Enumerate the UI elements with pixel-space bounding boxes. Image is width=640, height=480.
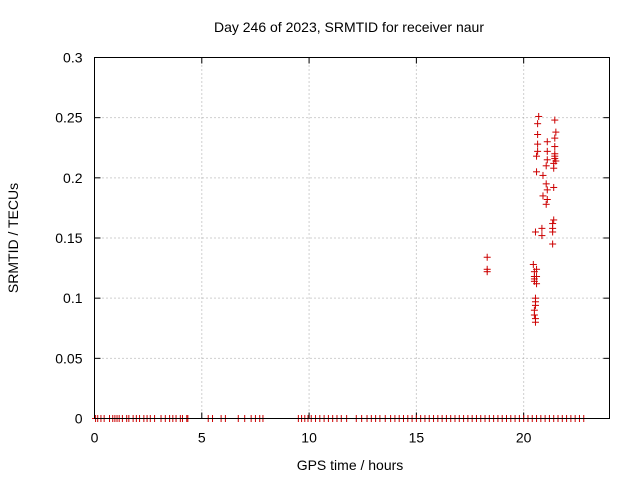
y-tick-label: 0 bbox=[75, 411, 83, 427]
x-axis-label: GPS time / hours bbox=[297, 457, 404, 473]
data-point bbox=[550, 216, 558, 224]
data-points bbox=[92, 112, 588, 422]
y-tick-label: 0.25 bbox=[55, 110, 82, 126]
plot-frame bbox=[94, 57, 610, 419]
data-point bbox=[538, 224, 546, 232]
data-point bbox=[533, 265, 541, 273]
data-point bbox=[550, 183, 558, 191]
data-point bbox=[531, 318, 539, 326]
x-tick-label: 20 bbox=[516, 430, 532, 446]
data-point bbox=[483, 253, 491, 261]
data-point bbox=[534, 131, 542, 139]
data-point bbox=[530, 311, 538, 319]
data-point bbox=[543, 186, 551, 194]
data-point bbox=[538, 232, 546, 240]
x-tick-label: 5 bbox=[198, 430, 206, 446]
x-tick-label: 0 bbox=[91, 430, 99, 446]
data-point bbox=[551, 152, 559, 160]
data-point bbox=[535, 112, 543, 120]
data-point bbox=[533, 273, 541, 281]
data-point bbox=[552, 157, 560, 165]
x-tick-label: 10 bbox=[301, 430, 317, 446]
data-point bbox=[551, 143, 559, 151]
y-tick-label: 0.2 bbox=[63, 170, 83, 186]
y-tick-label: 0.1 bbox=[63, 290, 83, 306]
data-point bbox=[534, 140, 542, 148]
data-point bbox=[539, 192, 547, 200]
y-tick-label: 0.15 bbox=[55, 230, 82, 246]
data-point bbox=[534, 147, 542, 155]
chart-title: Day 246 of 2023, SRMTID for receiver nau… bbox=[214, 19, 484, 35]
data-point bbox=[549, 240, 557, 248]
data-point bbox=[531, 228, 539, 236]
data-point bbox=[549, 220, 557, 228]
data-point bbox=[552, 128, 560, 136]
data-point bbox=[543, 195, 551, 203]
data-point bbox=[543, 156, 551, 164]
data-point bbox=[529, 260, 537, 268]
data-point bbox=[551, 134, 559, 142]
data-point bbox=[542, 162, 550, 170]
grid bbox=[94, 57, 610, 419]
axis-ticks: 0 5 10 15 20 0 0.05 0.1 0.15 0.2 0.25 0.3 bbox=[55, 50, 610, 446]
data-point bbox=[542, 180, 550, 188]
data-point bbox=[533, 168, 541, 176]
data-point bbox=[483, 268, 491, 276]
data-point bbox=[551, 116, 559, 124]
data-point bbox=[533, 280, 541, 288]
x-tick-label: 15 bbox=[409, 430, 425, 446]
data-point bbox=[543, 138, 551, 146]
y-tick-label: 0.3 bbox=[63, 50, 83, 66]
data-point bbox=[531, 301, 539, 309]
data-point bbox=[533, 152, 541, 160]
data-point bbox=[543, 147, 551, 155]
data-point bbox=[534, 120, 542, 128]
y-tick-label: 0.05 bbox=[55, 350, 82, 366]
data-point bbox=[539, 171, 547, 179]
data-point bbox=[542, 200, 550, 208]
y-axis-label: SRMTID / TECUs bbox=[5, 183, 21, 293]
